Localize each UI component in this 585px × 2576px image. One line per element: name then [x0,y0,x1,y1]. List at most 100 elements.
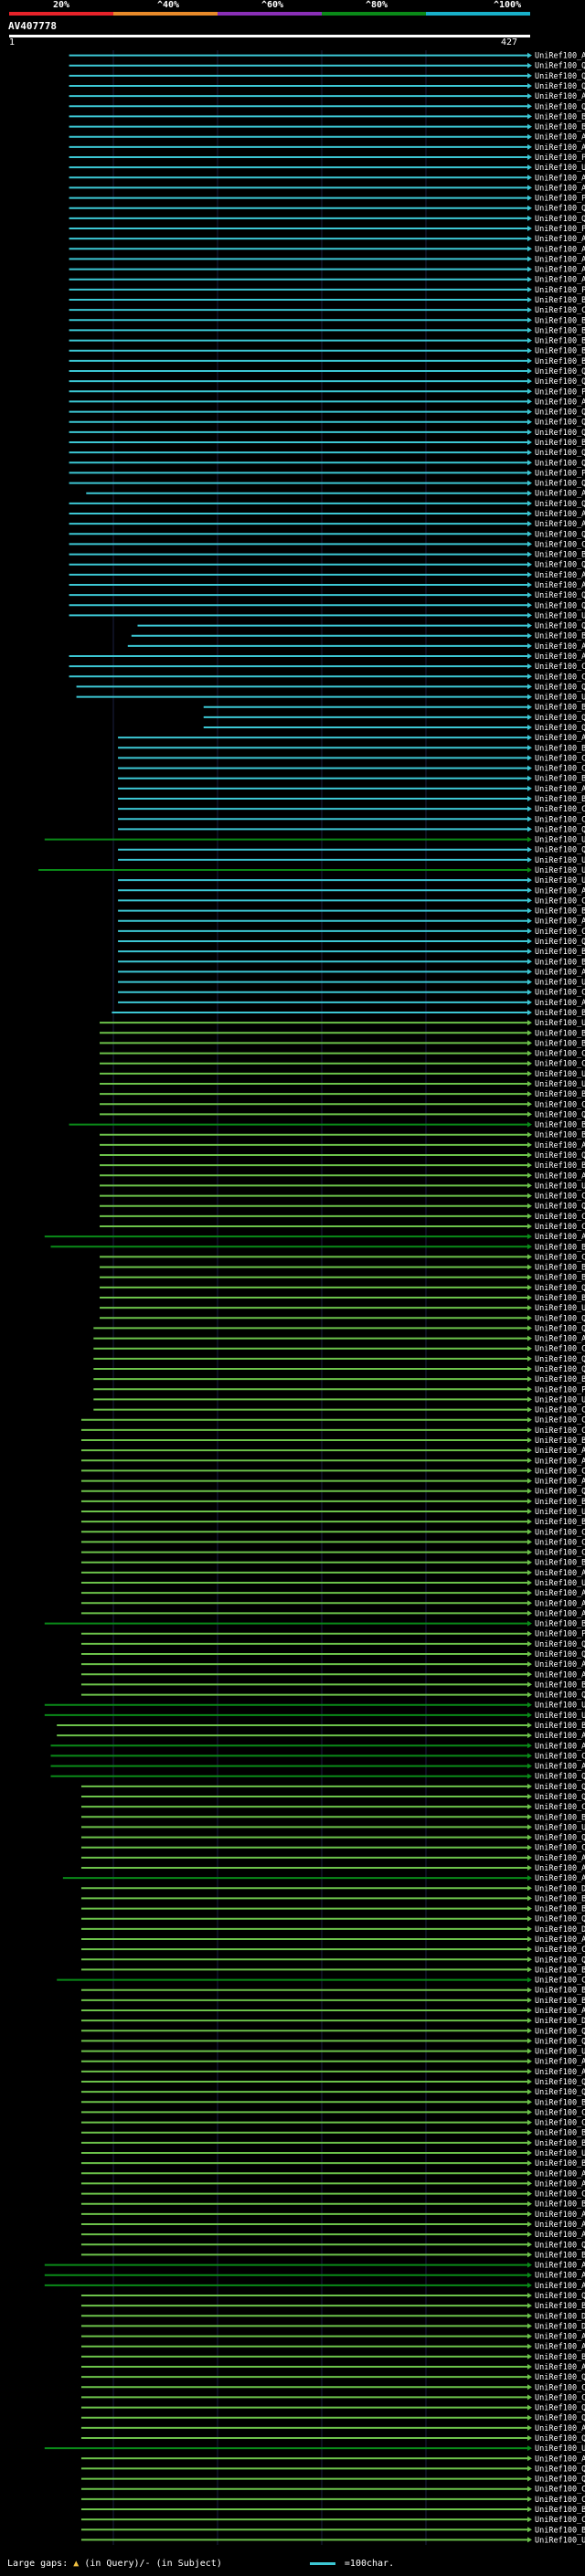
hit-label[interactable]: UniRef100_B3A530 [535,632,585,641]
hit-label[interactable]: UniRef100_Q6AMT2 [535,825,585,834]
hit-label[interactable]: UniRef100_B9W7N9 [535,775,585,784]
hit-label[interactable]: UniRef100_B3C7N8 [535,958,585,967]
hit-label[interactable]: UniRef100_Q5YQS7 [535,2078,585,2087]
hit-label[interactable]: UniRef100_Q5S2Y7 [535,1956,585,1965]
hit-label[interactable]: UniRef100_UP1000... [535,1823,585,1832]
hit-label[interactable]: UniRef100_UP1000... [535,866,585,875]
hit-label[interactable]: UniRef100_A8SGI1 [535,1599,585,1608]
hit-label[interactable]: UniRef100_B2HEP6 [535,1243,585,1252]
hit-label[interactable]: UniRef100_A8MQP1 [535,92,585,101]
hit-label[interactable]: UniRef100_B6IV07 [535,1722,585,1731]
hit-label[interactable]: UniRef100_UP1000... [535,2536,585,2545]
hit-label[interactable]: UniRef100_UP1000... [535,2444,585,2454]
hit-label[interactable]: UniRef100_A7IB02 [535,2169,585,2178]
hit-label[interactable]: UniRef100_A9LCX4 [535,2179,585,2189]
hit-label[interactable]: UniRef100_A5IDK4 [535,1335,585,1344]
hit-label[interactable]: UniRef100_C1E464 [535,663,585,672]
hit-label[interactable]: UniRef100_Q4WNN6 [535,1151,585,1161]
hit-label[interactable]: UniRef100_P68172 [535,154,585,163]
hit-label[interactable]: UniRef100_UP1000... [535,1070,585,1079]
hit-label[interactable]: UniRef100_UP1000... [535,856,585,865]
hit-label[interactable]: UniRef100_UP1000... [535,1019,585,1028]
hit-label[interactable]: UniRef100_Q1MYV4 [535,2465,585,2474]
hit-label[interactable]: UniRef100_UP1000... [535,2149,585,2158]
hit-label[interactable]: UniRef100_B9RE61 [535,1436,585,1446]
hit-label[interactable]: UniRef100_A8UQF7 [535,1478,585,1487]
hit-label[interactable]: UniRef100_UP1000... [535,979,585,988]
hit-label[interactable]: UniRef100_Q53NL1 [535,1314,585,1323]
hit-label[interactable]: UniRef100_A9PIA2 [535,255,585,264]
hit-label[interactable]: UniRef100_B5JTS3 [535,1987,585,1996]
hit-label[interactable]: UniRef100_Q1LCD0 [535,1783,585,1792]
hit-label[interactable]: UniRef100_Q2PEU5 [535,367,585,376]
hit-label[interactable]: UniRef100_A4SPV7 [535,2363,585,2372]
hit-label[interactable]: UniRef100_C0ZWY9 [535,1844,585,1853]
hit-label[interactable]: UniRef100_C7HFU8 [535,1416,585,1426]
hit-label[interactable]: UniRef100_Q936D6 [535,1915,585,1924]
hit-label[interactable]: UniRef100_Q47LY4 [535,1203,585,1212]
hit-label[interactable]: UniRef100_A1BE22 [535,1670,585,1680]
hit-label[interactable]: UniRef100_Q7SST3 [535,2414,585,2423]
hit-label[interactable]: UniRef100_D0D929 [535,1884,585,1893]
hit-label[interactable]: UniRef100_D3R6C1 [535,2322,585,2331]
hit-label[interactable]: UniRef100_A1D366 [535,2231,585,2240]
hit-label[interactable]: UniRef100_UP1000... [535,836,585,845]
hit-label[interactable]: UniRef100_B3EDY3 [535,1680,585,1690]
hit-label[interactable]: UniRef100_Q8NMP6 [535,2434,585,2443]
hit-label[interactable]: UniRef100_A9NUB8 [535,245,585,254]
hit-label[interactable]: UniRef100_C1AEG7 [535,1406,585,1415]
hit-label[interactable]: UniRef100_Q06D85 [535,530,585,539]
hit-label[interactable]: UniRef100_A7Q729 [535,266,585,275]
hit-label[interactable]: UniRef100_C6X3N4 [535,2486,585,2495]
hit-label[interactable]: UniRef100_A6LLI0 [535,2058,585,2067]
hit-label[interactable]: UniRef100_C7XFD8 [535,896,585,906]
hit-label[interactable]: UniRef100_C1SJQ5 [535,1050,585,1059]
hit-label[interactable]: UniRef100_B5ZYR0 [535,1813,585,1822]
hit-label[interactable]: UniRef100_A6DH91 [535,1171,585,1181]
hit-label[interactable]: UniRef100_B0ZQE9 [535,1620,585,1629]
hit-label[interactable]: UniRef100_C4WSS2 [535,2393,585,2402]
hit-label[interactable]: UniRef100_A1KHY7 [535,2282,585,2291]
hit-label[interactable]: UniRef100_A1TSW9 [535,1732,585,1741]
hit-label[interactable]: UniRef100_A9RP25 [535,571,585,580]
hit-label[interactable]: UniRef100_B0CN34 [535,1559,585,1568]
hit-label[interactable]: UniRef100_Q5ZF32 [535,1355,585,1364]
hit-label[interactable]: UniRef100_A1XYB1 [535,490,585,499]
hit-label[interactable]: UniRef100_A6LFN4 [535,886,585,896]
hit-label[interactable]: UniRef100_A5CP58 [535,1447,585,1456]
hit-label[interactable]: UniRef100_B8FFD0 [535,795,585,804]
hit-label[interactable]: UniRef100_Q83DC9 [535,1284,585,1293]
hit-label[interactable]: UniRef100_B2HZ01 [535,1264,585,1273]
hit-label[interactable]: UniRef100_Q01S97 [535,591,585,600]
hit-label[interactable]: UniRef100_A7VB33 [535,917,585,927]
hit-label[interactable]: UniRef100_B4S7U2 [535,1029,585,1038]
hit-label[interactable]: UniRef100_Q8HZ78 [535,622,585,631]
hit-label[interactable]: UniRef100_B6TSB7 [535,296,585,305]
hit-label[interactable]: UniRef100_P52246 [535,225,585,234]
hit-label[interactable]: UniRef100_A7VB47 [535,52,585,61]
hit-label[interactable]: UniRef100_B2J994 [535,1894,585,1903]
hit-label[interactable]: UniRef100_B5QDE7 [535,1090,585,1099]
hit-label[interactable]: UniRef100_B1ZZ56 [535,2302,585,2311]
hit-label[interactable]: UniRef100_UP1000... [535,1579,585,1588]
hit-label[interactable]: UniRef100_A5C9C3 [535,276,585,285]
hit-label[interactable]: UniRef100_B4AKK1 [535,2526,585,2535]
hit-label[interactable]: UniRef100_UP1000... [535,1304,585,1313]
hit-label[interactable]: UniRef100_C6S9S8 [535,1538,585,1547]
hit-label[interactable]: UniRef100_B0VQD2 [535,2129,585,2138]
hit-label[interactable]: UniRef100_C5Z5L9 [535,1253,585,1262]
hit-label[interactable]: UniRef100_A9BGP7 [535,2068,585,2077]
hit-label[interactable]: UniRef100_B5QYY3 [535,1161,585,1171]
hit-label[interactable]: UniRef100_B9GF13 [535,123,585,133]
hit-label[interactable]: UniRef100_Q5D6S5 [535,62,585,71]
hit-label[interactable]: UniRef100_A4X8T5 [535,1742,585,1751]
hit-label[interactable]: UniRef100_A6MFJ7 [535,1854,585,1863]
hit-label[interactable]: UniRef100_Q8AVE1 [535,449,585,458]
hit-label[interactable]: UniRef100_A6UEJ1 [535,1609,585,1618]
hit-label[interactable]: UniRef100_D3R6G1 [535,2312,585,2321]
hit-label[interactable]: UniRef100_Q0FY41 [535,2373,585,2382]
hit-label[interactable]: UniRef100_Q2V3J2 [535,683,585,692]
hit-label[interactable]: UniRef100_B8LL76 [535,704,585,713]
hit-label[interactable]: UniRef100_A3Q8B9 [535,2424,585,2433]
hit-label[interactable]: UniRef100_A1C0H2 [535,2343,585,2352]
